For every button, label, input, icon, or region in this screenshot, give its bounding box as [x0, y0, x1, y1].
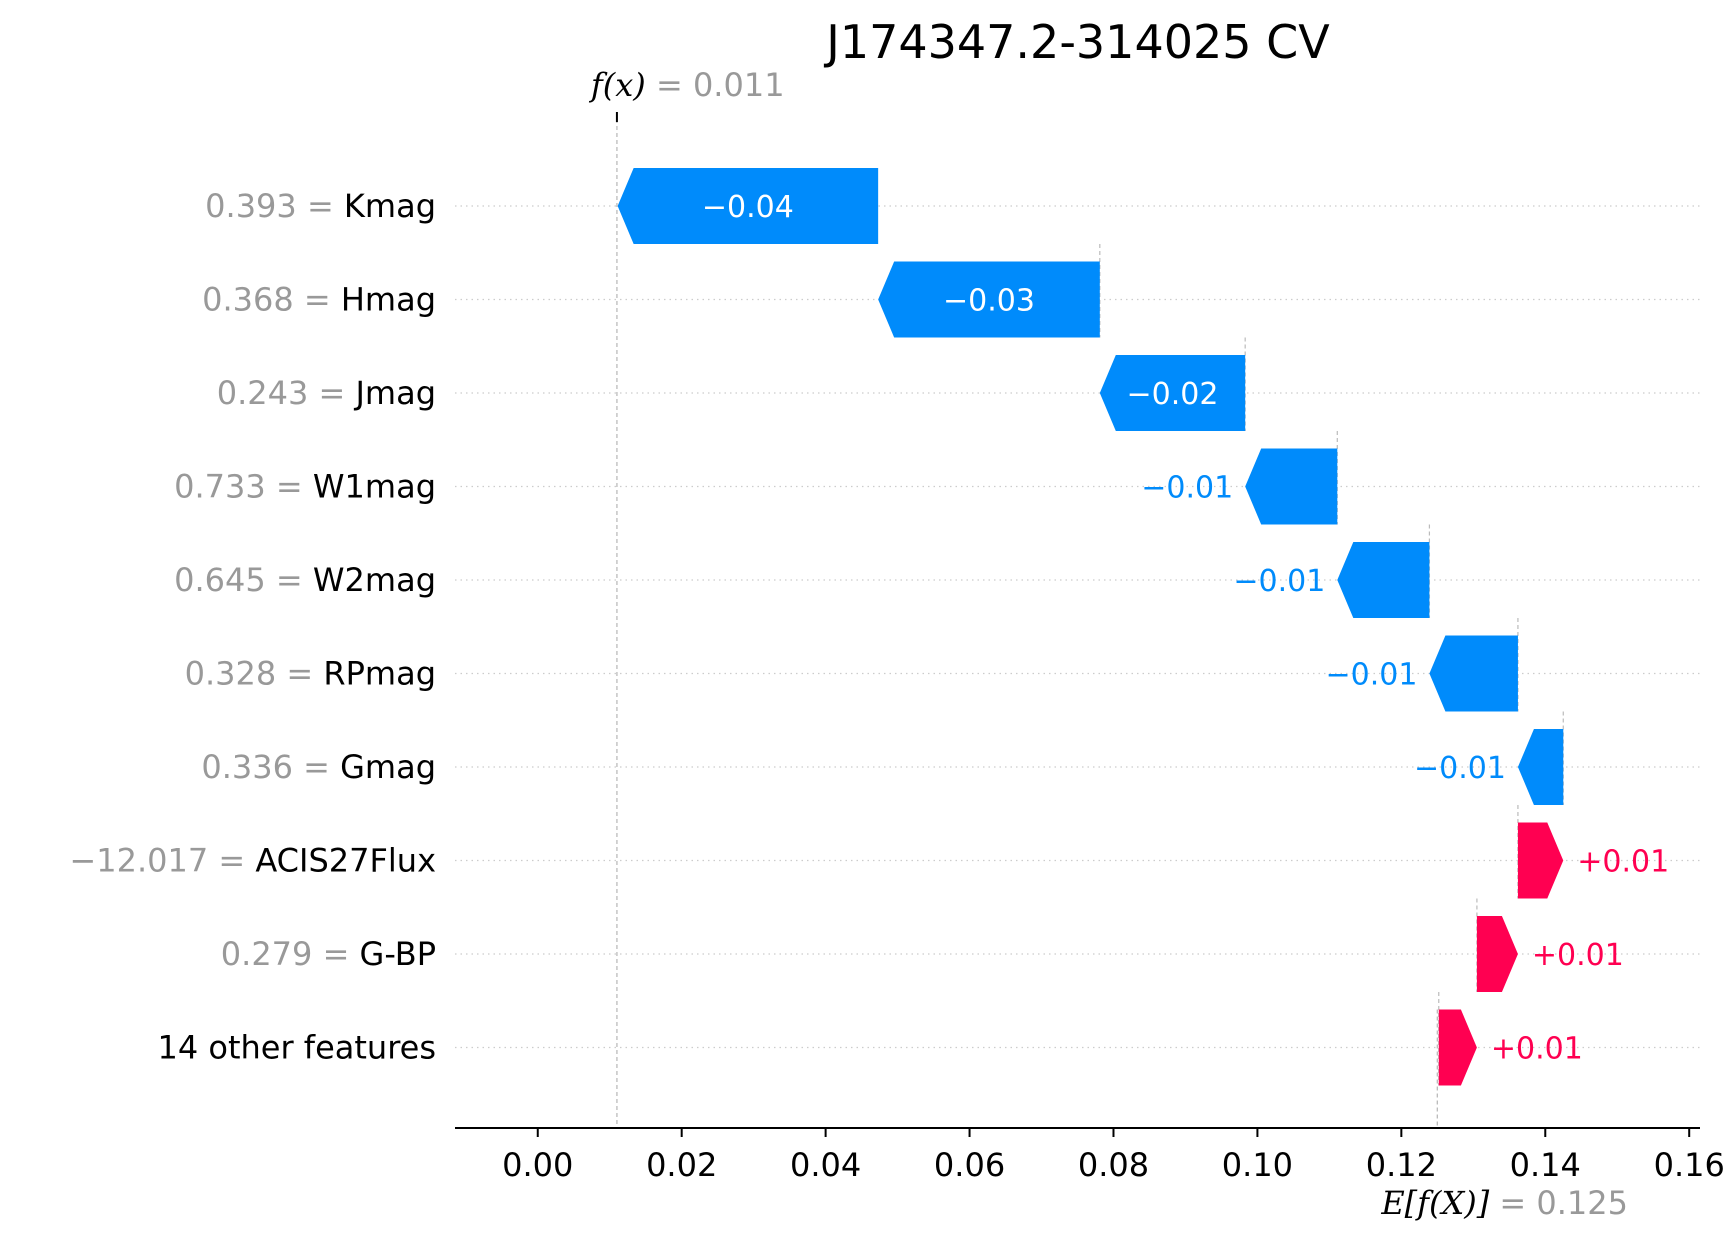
bar-w2mag: [1337, 542, 1430, 618]
x-tick-label: 0.00: [502, 1146, 573, 1184]
feature-name: Hmag: [341, 281, 436, 319]
feature-name: Jmag: [353, 374, 436, 412]
feature-label: −12.017 = ACIS27Flux: [69, 842, 436, 880]
bar-value-label: −0.03: [943, 284, 1035, 319]
feature-name: ACIS27Flux: [255, 842, 436, 880]
bar-jmag: [1099, 355, 1246, 431]
bar-kmag: [617, 168, 879, 244]
feature-value: 0.645 =: [174, 561, 313, 599]
bar-14-other-features: [1438, 1009, 1477, 1086]
bar-value-label: +0.01: [1532, 938, 1624, 973]
bar-labels: −0.04 −0.03 −0.02 −0.01 −0.01 −0.01 −0.01 +0.01…: [702, 190, 1669, 1067]
x-tick-label: 0.02: [646, 1146, 717, 1184]
annotations: f(x) = 0.011 E[f(X)] = 0.125: [589, 66, 1628, 1222]
feature-value: −12.017 =: [69, 842, 255, 880]
bar-value-label: +0.01: [1491, 1032, 1583, 1067]
feature-name: RPmag: [323, 655, 436, 693]
bar-gmag: [1517, 729, 1564, 805]
feature-value: 0.733 =: [174, 468, 313, 506]
bar-value-label: +0.01: [1577, 845, 1669, 880]
feature-label: 0.645 = W2mag: [174, 561, 436, 599]
feature-label: 0.733 = W1mag: [174, 468, 436, 506]
x-tick-label: 0.04: [790, 1146, 861, 1184]
bar-rpmag: [1429, 635, 1518, 712]
feature-labels: 0.393 = Kmag 0.368 = Hmag 0.243 = Jmag 0.73…: [69, 187, 436, 1067]
feature-value: 0.336 =: [201, 748, 340, 786]
bar-acis27flux: [1517, 822, 1564, 899]
bar-value-label: −0.01: [1414, 751, 1506, 786]
feature-name: G-BP: [360, 935, 436, 973]
feature-name: W1mag: [313, 468, 436, 506]
chart-title: J174347.2-314025 CV: [823, 15, 1330, 69]
bars: [617, 168, 1564, 1086]
fx-arg: (x): [603, 66, 646, 104]
feature-label: 0.336 = Gmag: [201, 748, 436, 786]
feature-value: 0.328 =: [185, 655, 324, 693]
bar-value-label: −0.01: [1141, 471, 1233, 506]
efx-label: E[f(X)] = 0.125: [1380, 1184, 1628, 1222]
x-tick-label: 0.14: [1510, 1146, 1581, 1184]
x-axis: 0.00 0.02 0.04 0.06 0.08 0.10 0.12 0.14 0.16: [455, 1127, 1725, 1184]
fx-label: f(x) = 0.011: [589, 66, 785, 104]
x-tick-label: 0.16: [1654, 1146, 1725, 1184]
feature-label: 14 other features: [157, 1029, 436, 1067]
feature-name: W2mag: [313, 561, 436, 599]
bar-g-bp: [1476, 916, 1518, 992]
bar-value-label: −0.01: [1325, 658, 1417, 693]
efx-symbol: E[f(X)]: [1380, 1184, 1489, 1222]
bar-value-label: −0.04: [702, 190, 794, 225]
x-tick-label: 0.10: [1222, 1146, 1293, 1184]
bar-value-label: −0.02: [1127, 377, 1219, 412]
feature-value: 0.368 =: [202, 281, 341, 319]
bar-w1mag: [1245, 448, 1338, 525]
feature-value: 0.279 =: [221, 935, 360, 973]
feature-name: Kmag: [344, 187, 436, 225]
x-tick-label: 0.12: [1366, 1146, 1437, 1184]
feature-label: 0.328 = RPmag: [185, 655, 436, 693]
feature-name: Gmag: [340, 748, 436, 786]
x-tick-label: 0.08: [1078, 1146, 1149, 1184]
feature-value: 0.393 =: [205, 187, 344, 225]
feature-value: 0.243 =: [217, 374, 356, 412]
bar-value-label: −0.01: [1233, 564, 1325, 599]
feature-label: 0.368 = Hmag: [202, 281, 436, 319]
x-tick-label: 0.06: [934, 1146, 1005, 1184]
feature-label: 0.243 = Jmag: [217, 374, 436, 412]
feature-label: 0.279 = G-BP: [221, 935, 436, 973]
efx-value: = 0.125: [1489, 1184, 1628, 1222]
feature-name: 14 other features: [157, 1029, 436, 1067]
bar-hmag: [878, 261, 1100, 338]
fx-value: = 0.011: [646, 66, 785, 104]
feature-label: 0.393 = Kmag: [205, 187, 436, 225]
